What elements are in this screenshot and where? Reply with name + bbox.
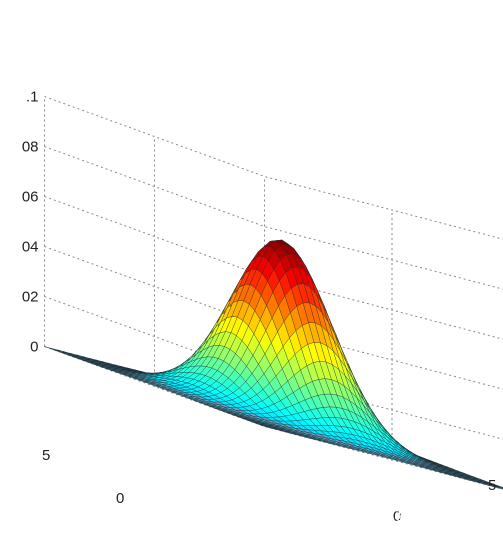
x-tick-label-0: 0 bbox=[393, 508, 401, 525]
z-tick-label: 02 bbox=[22, 289, 39, 306]
surface-patch bbox=[502, 487, 503, 489]
y-tick-label-5: 5 bbox=[42, 447, 50, 464]
z-tick-label: 06 bbox=[22, 189, 39, 206]
z-tick-label: 08 bbox=[22, 139, 39, 156]
z-gridline-5 bbox=[44, 96, 503, 240]
gaussian-surface bbox=[44, 239, 503, 490]
z-axis-ticks: 0 02 04 06 08 .1 bbox=[22, 89, 39, 356]
x-tick-label-5: 5 bbox=[488, 477, 496, 494]
surface-patch bbox=[494, 486, 503, 490]
watermark: 知乎 @CW不要無聊的風格 bbox=[310, 509, 478, 526]
surface-patch bbox=[501, 487, 503, 489]
z-tick-label: .1 bbox=[26, 89, 39, 106]
z-tick-label: 0 bbox=[30, 339, 38, 356]
y-tick-label-0: 0 bbox=[116, 490, 124, 507]
z-tick-label: 04 bbox=[22, 239, 39, 256]
